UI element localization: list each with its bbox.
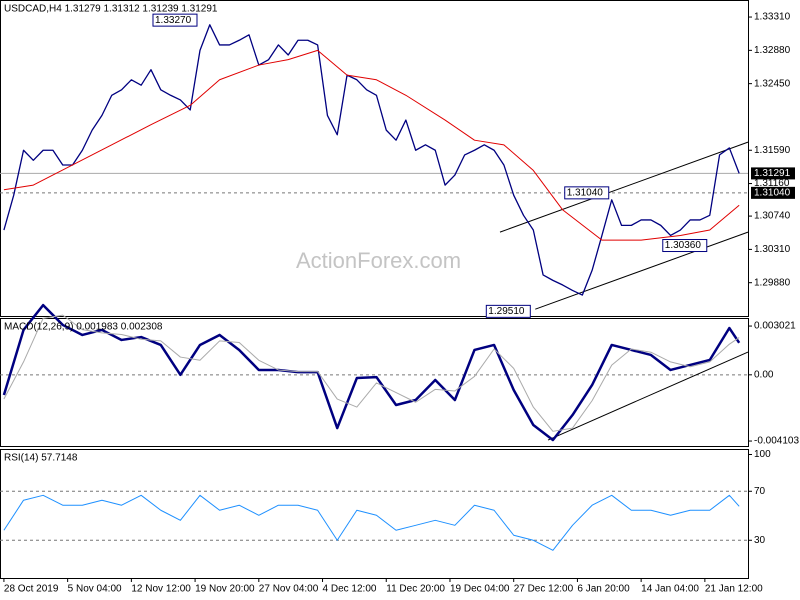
annotation-box <box>485 304 531 318</box>
y-tick-label: 1.31590 <box>754 145 791 156</box>
x-tick-label: 12 Nov 12:00 <box>131 584 191 595</box>
price-label: 1.31291 <box>754 168 791 179</box>
price-label-box <box>751 186 795 199</box>
series-line <box>3 314 740 432</box>
y-tick-label: 30 <box>754 535 766 546</box>
x-tick-label: 6 Jan 20:00 <box>577 584 630 595</box>
x-tick-label: 27 Dec 12:00 <box>514 584 574 595</box>
y-tick-label: 0.003021 <box>754 321 796 332</box>
panel-title: MACD(12,26,9) 0.001983 0.002308 <box>4 322 163 333</box>
x-tick-label: 14 Jan 04:00 <box>641 584 699 595</box>
y-tick-label: 1.30310 <box>754 244 791 255</box>
price-label-box <box>751 167 795 180</box>
y-tick-label: 1.33310 <box>754 12 791 23</box>
x-tick-label: 27 Nov 04:00 <box>259 584 319 595</box>
price-label: 1.31040 <box>754 187 791 198</box>
annotation-box <box>152 13 198 27</box>
x-tick-label: 21 Jan 12:00 <box>705 584 763 595</box>
series-line <box>3 494 740 551</box>
x-tick-label: 5 Nov 04:00 <box>68 584 122 595</box>
x-tick-label: 4 Dec 12:00 <box>323 584 377 595</box>
annotation-label: 1.29510 <box>488 306 525 317</box>
y-tick-label: 1.31160 <box>754 178 790 189</box>
y-tick-label: 100 <box>754 449 771 460</box>
y-tick-label: 1.30740 <box>754 211 791 222</box>
annotation-label: 1.31040 <box>567 187 604 198</box>
series-line <box>2 303 741 442</box>
annotation-label: 1.33270 <box>155 15 192 26</box>
annotation-label: 1.30360 <box>665 240 702 251</box>
trendline <box>547 351 749 441</box>
x-tick-label: 19 Nov 20:00 <box>195 584 255 595</box>
y-tick-label: 0.00 <box>754 369 774 380</box>
y-tick-label: 70 <box>754 486 766 497</box>
y-tick-label: -0.004103 <box>754 436 799 447</box>
trendline <box>535 231 749 310</box>
panel-title: USDCAD,H4 1.31279 1.31312 1.31239 1.3129… <box>4 4 218 15</box>
y-tick-label: 1.29880 <box>754 277 791 288</box>
annotation-box <box>662 239 708 253</box>
y-tick-label: 1.32450 <box>754 78 791 89</box>
panel-title: RSI(14) 57.7148 <box>4 453 78 464</box>
x-tick-label: 28 Oct 2019 <box>4 584 59 595</box>
series-line <box>3 24 740 296</box>
trendline <box>499 141 749 233</box>
watermark: ActionForex.com <box>296 248 461 273</box>
y-tick-label: 1.32880 <box>754 45 791 56</box>
x-tick-label: 19 Dec 04:00 <box>450 584 510 595</box>
series-line <box>3 49 740 241</box>
x-tick-label: 11 Dec 20:00 <box>386 584 445 595</box>
annotation-box <box>564 186 610 200</box>
